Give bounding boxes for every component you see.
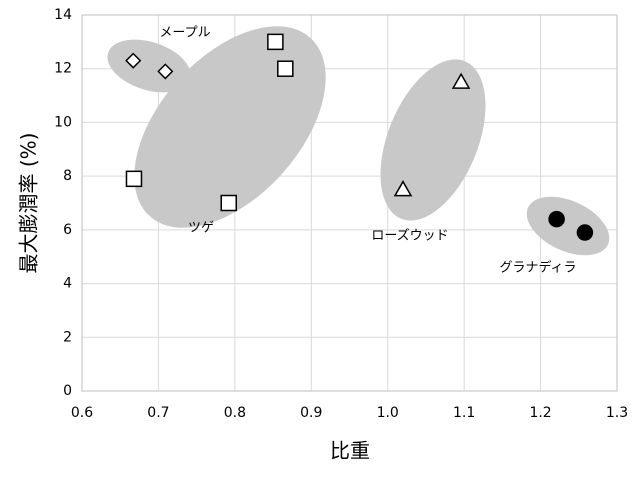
square-marker: [277, 60, 294, 77]
group-label: ツゲ: [188, 221, 214, 236]
square-marker: [267, 33, 284, 51]
x-tick-label: 1.3: [606, 405, 628, 421]
x-tick-label: 1.0: [377, 405, 399, 421]
y-tick-label: 14: [54, 7, 72, 23]
y-tick-label: 6: [63, 222, 72, 238]
x-tick-label: 1.1: [453, 405, 475, 421]
group-ellipse: [526, 196, 610, 256]
group-label: ローズウッド: [371, 228, 448, 244]
group-label: メープル: [159, 26, 210, 41]
x-axis-title: 比重: [330, 439, 370, 463]
y-axis-title: 最大膨潤率 (%): [17, 133, 41, 274]
square-marker: [220, 194, 237, 212]
y-tick-label: 2: [63, 329, 72, 345]
diamond-marker: [125, 52, 142, 69]
square-marker: [125, 170, 143, 188]
triangle-marker: [451, 72, 471, 89]
y-tick-label: 0: [63, 383, 72, 399]
group-ellipse: [380, 59, 486, 221]
y-tick-label: 10: [54, 114, 72, 130]
x-tick-label: 0.7: [147, 405, 169, 421]
circle-marker: [548, 210, 565, 228]
y-tick-label: 12: [54, 61, 72, 77]
x-tick-label: 0.9: [300, 405, 322, 421]
x-tick-label: 0.6: [71, 405, 93, 421]
diamond-marker: [157, 63, 174, 80]
y-tick-label: 8: [63, 168, 72, 184]
y-tick-label: 4: [63, 276, 72, 292]
group-ellipse: [107, 39, 191, 93]
triangle-marker: [393, 180, 413, 197]
group-label: グラナディラ: [499, 260, 576, 276]
circle-marker: [576, 224, 594, 241]
x-tick-label: 0.8: [224, 405, 246, 421]
plot-border: [81, 14, 618, 392]
x-tick-label: 1.2: [529, 405, 551, 421]
